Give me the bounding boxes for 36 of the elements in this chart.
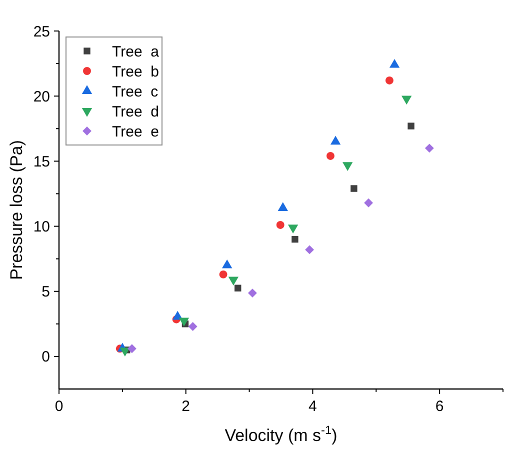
point	[222, 259, 232, 268]
legend-label: Tree b	[112, 63, 159, 80]
point	[330, 136, 341, 145]
point	[350, 185, 358, 192]
legend-label: Tree d	[112, 103, 159, 120]
point	[188, 322, 198, 331]
y-tick-label: 15	[33, 153, 50, 170]
legend-label: Tree e	[112, 123, 159, 140]
point	[219, 270, 228, 278]
x-tick-label: 6	[435, 398, 444, 415]
point	[248, 288, 257, 298]
point	[276, 220, 284, 229]
y-axis-title: Pressure loss (Pa)	[7, 140, 26, 280]
point	[120, 348, 130, 356]
point	[326, 152, 334, 160]
y-tick-label: 25	[33, 23, 50, 40]
point	[408, 122, 414, 130]
legend-label: Tree c	[112, 83, 159, 100]
point	[424, 144, 434, 153]
point	[389, 58, 400, 68]
y-tick-label: 5	[42, 284, 50, 301]
x-tick-label: 2	[182, 398, 190, 415]
y-tick-label: 20	[33, 88, 50, 106]
point	[305, 245, 314, 254]
point	[278, 202, 288, 211]
x-tick-label: 0	[54, 398, 64, 415]
point	[364, 198, 374, 208]
x-tick-label: 4	[308, 398, 317, 415]
point	[292, 236, 298, 243]
y-tick-label: 0	[42, 348, 50, 366]
x-axis-title: Velocity (m s$^{-1}$)	[224, 423, 338, 445]
point	[385, 76, 394, 84]
legend-label: Tree a	[112, 43, 160, 60]
point	[127, 344, 136, 354]
point	[234, 284, 242, 292]
y-tick-label: 10	[33, 218, 50, 236]
